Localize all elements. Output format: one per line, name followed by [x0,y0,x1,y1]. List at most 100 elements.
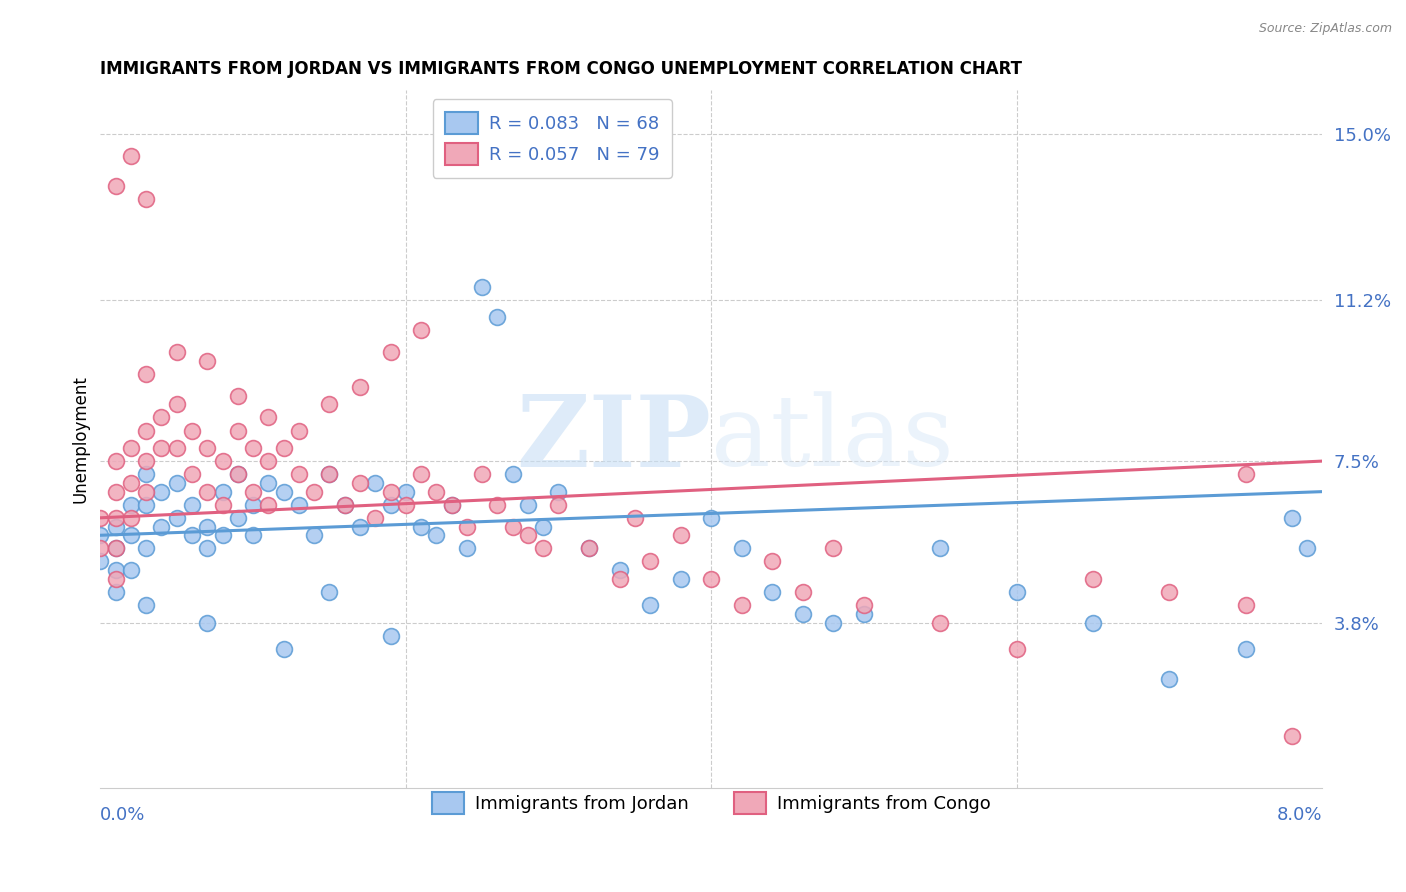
Point [731,598,754,612]
Point [89,511,111,525]
Point [195,441,218,455]
Point [792,585,814,599]
Point [823,615,845,630]
Point [273,441,295,455]
Point [669,572,692,586]
Point [166,475,188,490]
Point [531,519,554,533]
Point [257,475,280,490]
Point [380,498,402,512]
Point [302,484,325,499]
Point [318,467,340,482]
Point [211,528,233,542]
Point [333,498,356,512]
Point [578,541,600,556]
Point [456,541,478,556]
Point [104,572,127,586]
Point [471,279,494,293]
Point [195,353,218,368]
Point [531,541,554,556]
Point [135,467,157,482]
Point [120,511,142,525]
Point [150,410,173,425]
Text: ZIP: ZIP [516,391,711,488]
Point [288,467,311,482]
Point [700,511,723,525]
Point [195,615,218,630]
Point [380,345,402,359]
Point [471,467,494,482]
Point [333,498,356,512]
Point [349,475,371,490]
Point [242,498,264,512]
Point [120,498,142,512]
Point [425,528,447,542]
Point [104,179,127,194]
Point [1281,729,1303,743]
Point [502,519,524,533]
Point [104,541,127,556]
Point [89,541,111,556]
Point [120,563,142,577]
Point [135,454,157,468]
Point [166,345,188,359]
Point [547,484,569,499]
Point [516,528,538,542]
Point [761,554,783,568]
Point [638,554,661,568]
Point [150,441,173,455]
Point [409,323,432,337]
Point [349,380,371,394]
Point [104,484,127,499]
Point [135,498,157,512]
Point [166,511,188,525]
Point [302,528,325,542]
Point [166,441,188,455]
Point [181,424,204,438]
Point [349,519,371,533]
Point [486,498,509,512]
Text: 8.0%: 8.0% [1277,805,1322,823]
Point [1295,541,1317,556]
Point [1081,572,1104,586]
Point [226,467,249,482]
Point [135,367,157,381]
Point [516,498,538,512]
Point [166,397,188,411]
Point [226,424,249,438]
Point [929,541,952,556]
Point [242,441,264,455]
Point [395,484,418,499]
Point [120,441,142,455]
Point [380,484,402,499]
Point [1005,641,1028,656]
Point [150,519,173,533]
Point [1159,672,1181,686]
Point [440,498,463,512]
Point [852,607,875,621]
Point [288,498,311,512]
Text: IMMIGRANTS FROM JORDAN VS IMMIGRANTS FROM CONGO UNEMPLOYMENT CORRELATION CHART: IMMIGRANTS FROM JORDAN VS IMMIGRANTS FRO… [100,60,1022,78]
Point [226,467,249,482]
Point [318,467,340,482]
Point [89,554,111,568]
Point [150,484,173,499]
Point [578,541,600,556]
Point [120,528,142,542]
Point [257,454,280,468]
Point [823,541,845,556]
Point [318,585,340,599]
Point [731,541,754,556]
Point [1005,585,1028,599]
Point [1234,467,1257,482]
Point [288,424,311,438]
Point [395,498,418,512]
Point [700,572,723,586]
Point [929,615,952,630]
Point [104,519,127,533]
Point [486,310,509,325]
Point [440,498,463,512]
Point [226,511,249,525]
Point [135,484,157,499]
Point [104,541,127,556]
